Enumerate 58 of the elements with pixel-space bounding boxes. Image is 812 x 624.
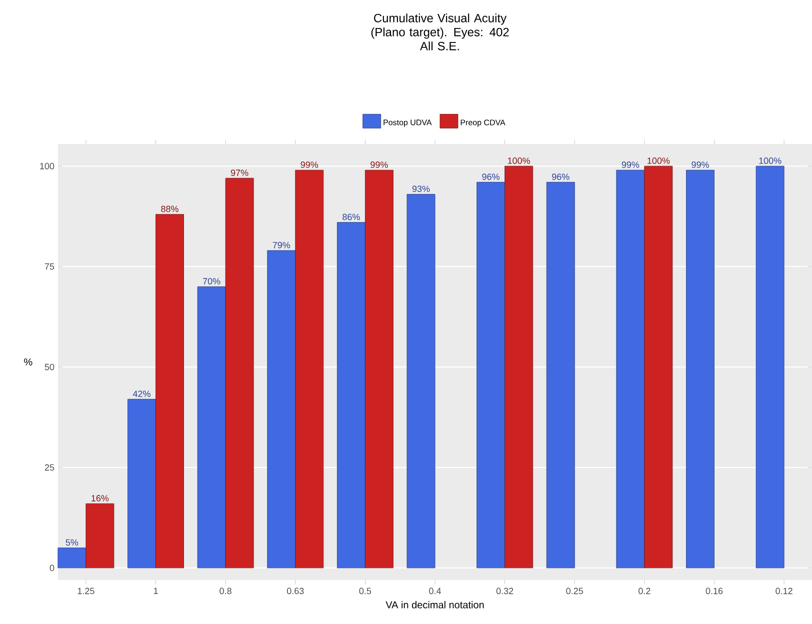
bar [197,286,226,568]
data-label: 96% [482,174,500,180]
bar [156,214,184,568]
bar [336,222,366,568]
bar [58,548,86,568]
y-tick-label: 25 [44,464,54,471]
data-label: 99% [370,162,388,168]
data-label: 79% [272,242,290,248]
data-label: 16% [92,495,109,502]
legend-label: Preop CDVA [460,120,506,127]
bar [86,503,114,568]
data-label: 100% [759,158,782,164]
chart-title: Cumulative Visual Acuity (Plano target). Eyes: 402 [371,14,509,39]
bar [756,166,784,568]
data-label: 42% [132,390,150,397]
data-label: 5% [66,539,78,546]
bar [504,166,534,568]
bar [546,182,575,568]
data-label: 96% [552,174,570,180]
bar [686,170,714,568]
x-tick-label: 0.5 [359,588,372,594]
data-label: 100% [648,158,670,164]
bar [406,194,436,568]
data-label: 99% [692,162,709,168]
y-tick-label: 0 [50,564,54,572]
x-tick-label: 0.8 [220,588,232,594]
x-tick-label: 0.12 [776,588,792,594]
x-tick-label: 0.63 [286,588,304,594]
data-label: 86% [342,214,360,220]
data-label: 93% [412,186,430,192]
y-axis-title: % [24,358,32,366]
x-tick-label: 1 [154,588,158,594]
bar [644,166,673,568]
bar [267,250,296,568]
data-label: 88% [161,206,178,212]
data-label: 97% [230,170,248,176]
bar [476,182,506,568]
x-tick-label: 0.25 [566,588,584,594]
y-tick-label: 50 [44,364,54,370]
bar [364,170,394,568]
x-tick-label: 0.16 [706,588,723,594]
data-label: 99% [622,162,640,168]
x-tick-label: 0.2 [638,588,650,594]
bar [225,178,254,568]
data-label: 100% [508,158,530,164]
x-tick-label: 1.25 [78,588,94,594]
x-tick-label: 0.32 [496,588,514,594]
chart-subtitle: All S.E. [420,42,459,50]
bar [295,170,324,568]
data-label: 99% [300,162,318,168]
x-tick-label: 0.4 [429,588,441,594]
x-axis-title: VA in decimal notation [386,601,484,608]
bar [616,170,645,568]
y-tick-label: 75 [44,263,54,270]
legend-label: Postop UDVA [384,120,432,127]
y-tick-label: 100 [40,162,54,170]
bar [128,398,156,568]
data-label: 70% [203,278,220,284]
